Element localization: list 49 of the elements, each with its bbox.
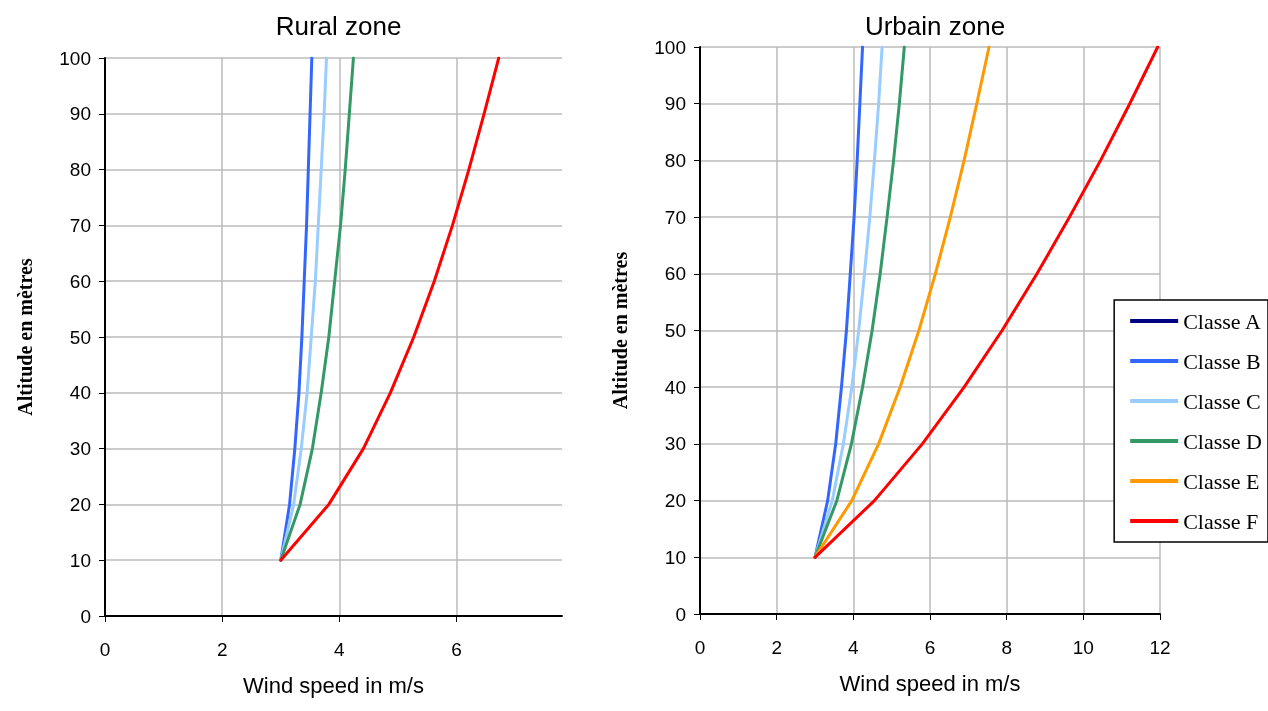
x-tick-label: 12 (1149, 637, 1171, 658)
y-tick-label: 40 (664, 376, 686, 398)
y-tick-label: 20 (69, 493, 91, 515)
y-tick-label: 40 (69, 382, 91, 404)
x-tick-label: 0 (99, 639, 111, 660)
y-axis-title: Altitude en mètres (609, 251, 631, 410)
x-tick-label: 2 (216, 639, 228, 660)
y-tick-label: 70 (664, 206, 686, 228)
x-tick-label: 10 (1072, 637, 1094, 658)
chart-title: Rural zone (275, 11, 402, 41)
y-tick-label: 30 (69, 438, 91, 460)
y-tick-label: 50 (664, 320, 686, 341)
y-tick-label: 60 (69, 270, 91, 292)
line-series (813, 45, 1160, 559)
legend-label: Classe E (1183, 468, 1260, 494)
x-tick-label: 6 (924, 637, 936, 658)
x-axis-title: Wind speed in m/s (243, 672, 424, 698)
legend-label: Classe D (1183, 428, 1262, 454)
legend-label: Classe C (1183, 388, 1261, 414)
y-tick-label: 80 (69, 159, 91, 181)
x-tick-label: 4 (334, 639, 346, 660)
x-tick-label: 6 (451, 639, 462, 660)
line-series (813, 45, 991, 559)
line-series (279, 56, 314, 562)
y-tick-label: 80 (664, 149, 686, 171)
y-tick-label: 100 (59, 47, 91, 69)
y-tick-label: 10 (664, 546, 686, 568)
y-tick-label: 50 (69, 326, 91, 348)
x-tick-label: 2 (771, 637, 782, 658)
legend-label: Classe F (1183, 508, 1259, 534)
y-axis-title: Altitude en mètres (14, 258, 36, 416)
x-tick-label: 8 (1001, 637, 1012, 658)
y-tick-label: 20 (664, 490, 686, 512)
line-series (279, 56, 501, 562)
y-tick-label: 30 (664, 433, 686, 455)
legend-label: Classe B (1183, 348, 1261, 374)
y-tick-label: 10 (69, 549, 91, 571)
y-tick-label: 90 (69, 103, 91, 125)
y-tick-label: 100 (654, 36, 686, 58)
y-tick-label: 90 (664, 93, 686, 115)
y-tick-label: 0 (80, 605, 91, 627)
x-tick-label: 0 (694, 637, 706, 658)
y-tick-label: 0 (675, 603, 686, 625)
y-tick-label: 60 (664, 263, 686, 285)
chart-title: Urbain zone (864, 11, 1006, 41)
x-axis-title: Wind speed in m/s (839, 670, 1021, 696)
y-tick-label: 70 (69, 214, 91, 236)
legend-label: Classe A (1183, 308, 1261, 334)
x-tick-label: 4 (848, 637, 860, 658)
